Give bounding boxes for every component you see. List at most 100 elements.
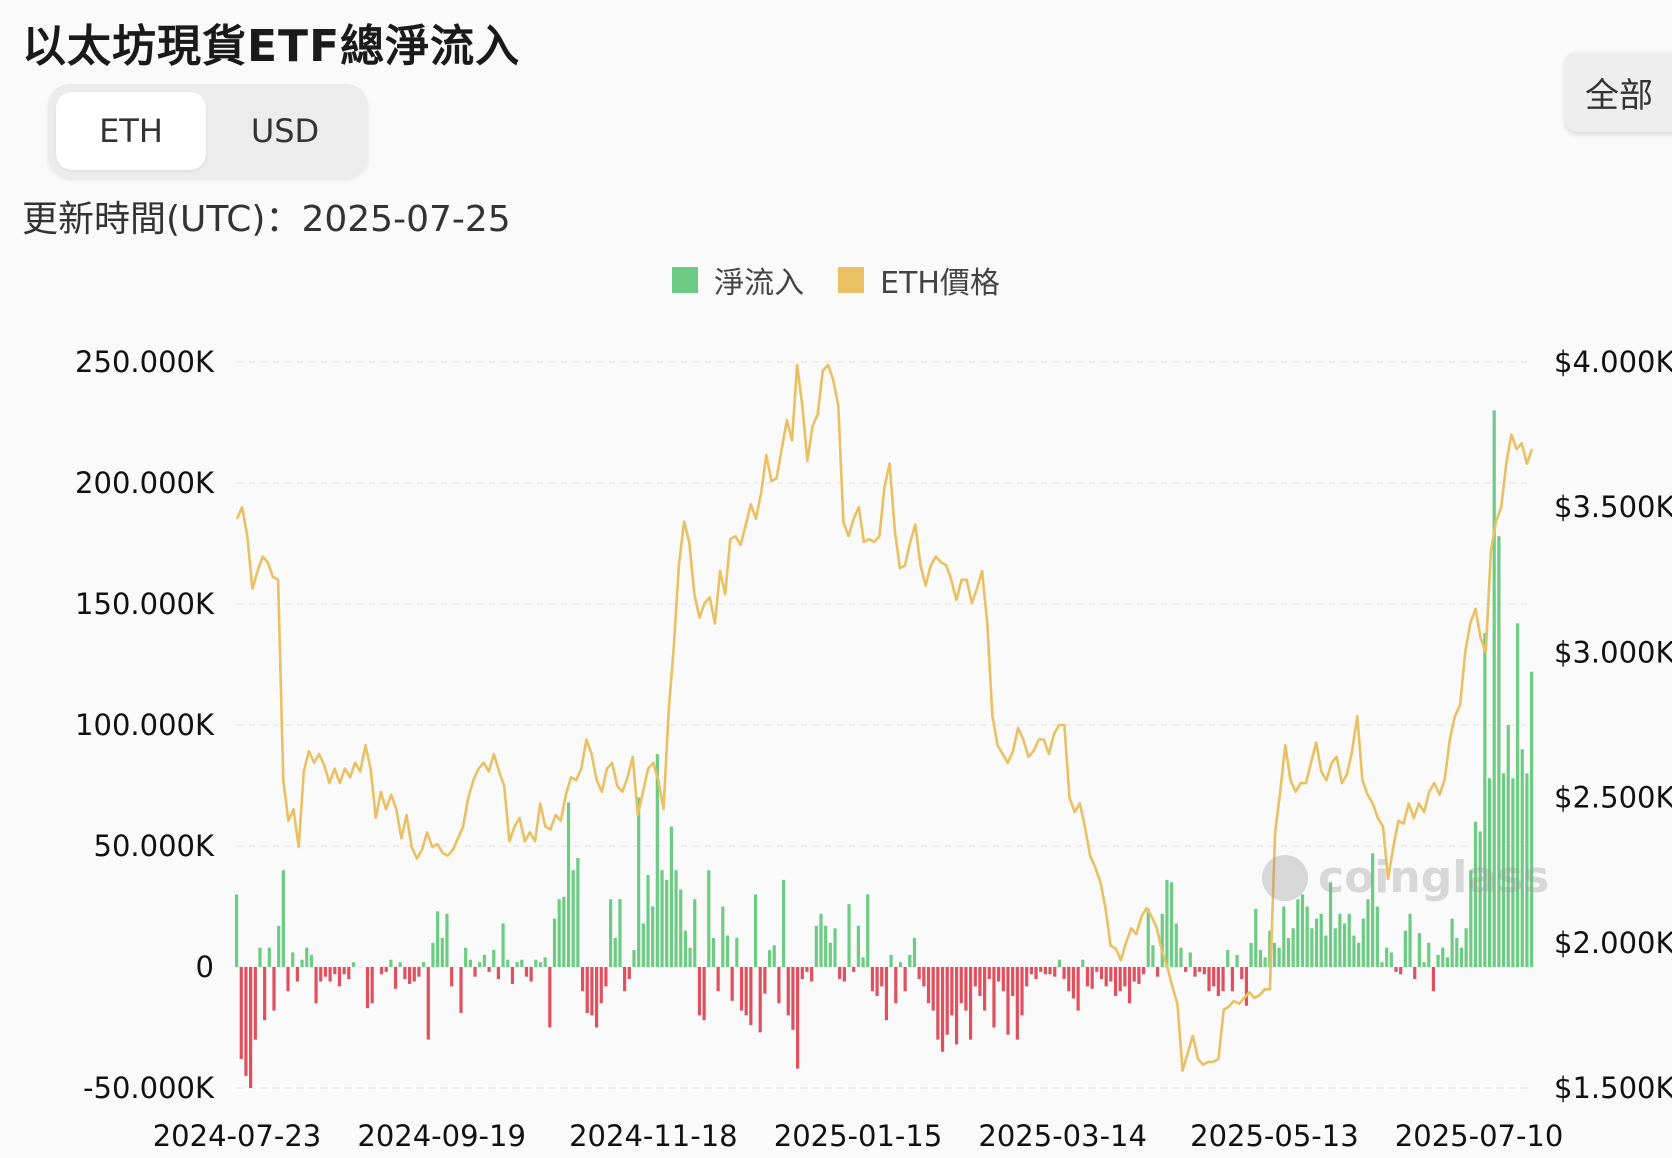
net-flow-bar xyxy=(1230,967,1234,992)
net-flow-bar xyxy=(590,967,594,1016)
net-flow-bar xyxy=(1305,906,1309,967)
net-flow-bar xyxy=(1179,947,1183,967)
y-right-tick-label: $3.500K xyxy=(1554,490,1672,524)
net-flow-bar xyxy=(987,967,991,980)
net-flow-bar xyxy=(576,858,580,967)
net-flow-bar xyxy=(852,967,856,972)
net-flow-bar xyxy=(1258,950,1263,967)
net-flow-bar xyxy=(1043,967,1047,975)
net-flow-bar xyxy=(1263,957,1267,967)
net-flow-bar xyxy=(1459,947,1464,967)
chart-legend: 淨流入 ETH價格 xyxy=(0,258,1672,302)
net-flow-bar xyxy=(940,967,945,1052)
net-flow-bar xyxy=(1160,913,1164,967)
net-flow-bar xyxy=(627,967,631,980)
net-flow-bar xyxy=(739,967,744,1011)
net-flow-bar xyxy=(1067,967,1071,992)
net-flow-bar xyxy=(1483,633,1487,967)
net-flow-bar xyxy=(1146,908,1150,967)
net-flow-bar xyxy=(693,899,697,967)
net-flow-bar xyxy=(1469,870,1473,967)
net-flow-bar xyxy=(669,826,673,967)
net-flow-bar xyxy=(1141,967,1146,975)
net-flow-bar xyxy=(1170,882,1174,967)
watermark-text: coinglass xyxy=(1318,852,1550,903)
net-flow-bar xyxy=(510,967,515,984)
net-flow-bar xyxy=(258,947,262,967)
net-flow-bar xyxy=(1487,778,1492,967)
net-flow-bar xyxy=(674,870,678,967)
net-flow-bar xyxy=(683,930,688,967)
x-tick-label: 2025-05-13 xyxy=(1190,1119,1359,1153)
net-flow-bar xyxy=(548,967,552,1028)
net-flow-bar xyxy=(721,906,725,967)
legend-swatch-eth-price xyxy=(838,267,865,293)
net-flow-bar xyxy=(417,967,421,977)
net-flow-bar xyxy=(557,899,561,967)
y-right-tick-label: $4.000K xyxy=(1554,345,1672,379)
net-flow-bar xyxy=(384,967,388,972)
net-flow-bar xyxy=(1530,671,1534,967)
page-title: 以太坊現貨ETF總淨流入 xyxy=(22,21,521,72)
net-flow-bar xyxy=(1268,930,1272,967)
net-flow-bar xyxy=(515,962,519,967)
net-flow-bar xyxy=(370,967,374,1004)
net-flow-bar xyxy=(566,802,571,967)
net-flow-bar xyxy=(997,967,1001,982)
net-flow-bar xyxy=(777,967,781,1004)
y-right-tick-label: $2.000K xyxy=(1554,926,1672,960)
net-flow-bar xyxy=(305,947,309,967)
net-flow-bar xyxy=(1006,967,1010,1035)
net-flow-bar xyxy=(618,899,622,967)
net-flow-bar xyxy=(810,967,814,982)
net-flow-bar xyxy=(407,967,412,984)
net-flow-bar xyxy=(1464,928,1468,967)
net-flow-bar xyxy=(1062,967,1066,980)
net-flow-bar xyxy=(842,967,846,982)
net-flow-bar xyxy=(908,954,912,967)
net-flow-bar xyxy=(543,957,547,967)
net-flow-bar xyxy=(1300,894,1305,967)
unit-option-eth[interactable]: ETH xyxy=(56,92,206,170)
net-flow-bar xyxy=(866,894,870,967)
net-flow-bar xyxy=(1109,967,1113,982)
legend-label-net-flow: 淨流入 xyxy=(714,266,805,301)
net-flow-bar xyxy=(1015,967,1019,1040)
net-flow-bar xyxy=(753,894,758,967)
net-flow-bar xyxy=(1207,967,1211,992)
y-left-tick-label: 100.000K xyxy=(75,708,215,742)
net-flow-bar xyxy=(856,925,860,967)
net-flow-bar xyxy=(253,967,257,1040)
net-flow-bar xyxy=(1478,831,1482,967)
net-flow-bar xyxy=(1324,935,1328,967)
net-flow-bar xyxy=(1034,967,1038,980)
net-flow-bar xyxy=(239,967,243,1059)
net-flow-bar xyxy=(1422,962,1426,967)
net-flow-bar xyxy=(1039,967,1043,972)
net-flow-bar xyxy=(492,950,496,967)
net-flow-bar xyxy=(1132,967,1136,982)
net-flow-bar xyxy=(562,896,566,967)
net-flow-bar xyxy=(931,967,935,1011)
legend-label-eth-price: ETH價格 xyxy=(880,266,1000,301)
net-flow-bar xyxy=(393,967,398,989)
range-all-button[interactable]: 全部 xyxy=(1565,52,1672,132)
net-flow-bar xyxy=(1198,967,1202,972)
unit-option-usd[interactable]: USD xyxy=(250,112,320,150)
net-flow-bar xyxy=(730,967,734,1001)
net-flow-bar xyxy=(538,962,543,967)
net-flow-bar xyxy=(1497,536,1501,967)
legend-item-eth-price[interactable]: ETH價格 xyxy=(838,258,1000,302)
net-flow-bar xyxy=(403,967,407,980)
net-flow-bar xyxy=(328,967,332,982)
legend-item-net-flow[interactable]: 淨流入 xyxy=(672,258,804,302)
y-left-tick-label: 150.000K xyxy=(75,587,215,621)
net-flow-bar xyxy=(898,962,903,967)
net-flow-bar xyxy=(1099,967,1104,980)
y-left-tick-label: 50.000K xyxy=(94,829,215,863)
net-flow-bar xyxy=(950,967,954,1016)
net-flow-bar xyxy=(861,957,865,967)
net-flow-bar xyxy=(917,967,921,980)
y-left-tick-label: -50.000K xyxy=(83,1071,215,1105)
net-flow-bar xyxy=(389,959,393,967)
